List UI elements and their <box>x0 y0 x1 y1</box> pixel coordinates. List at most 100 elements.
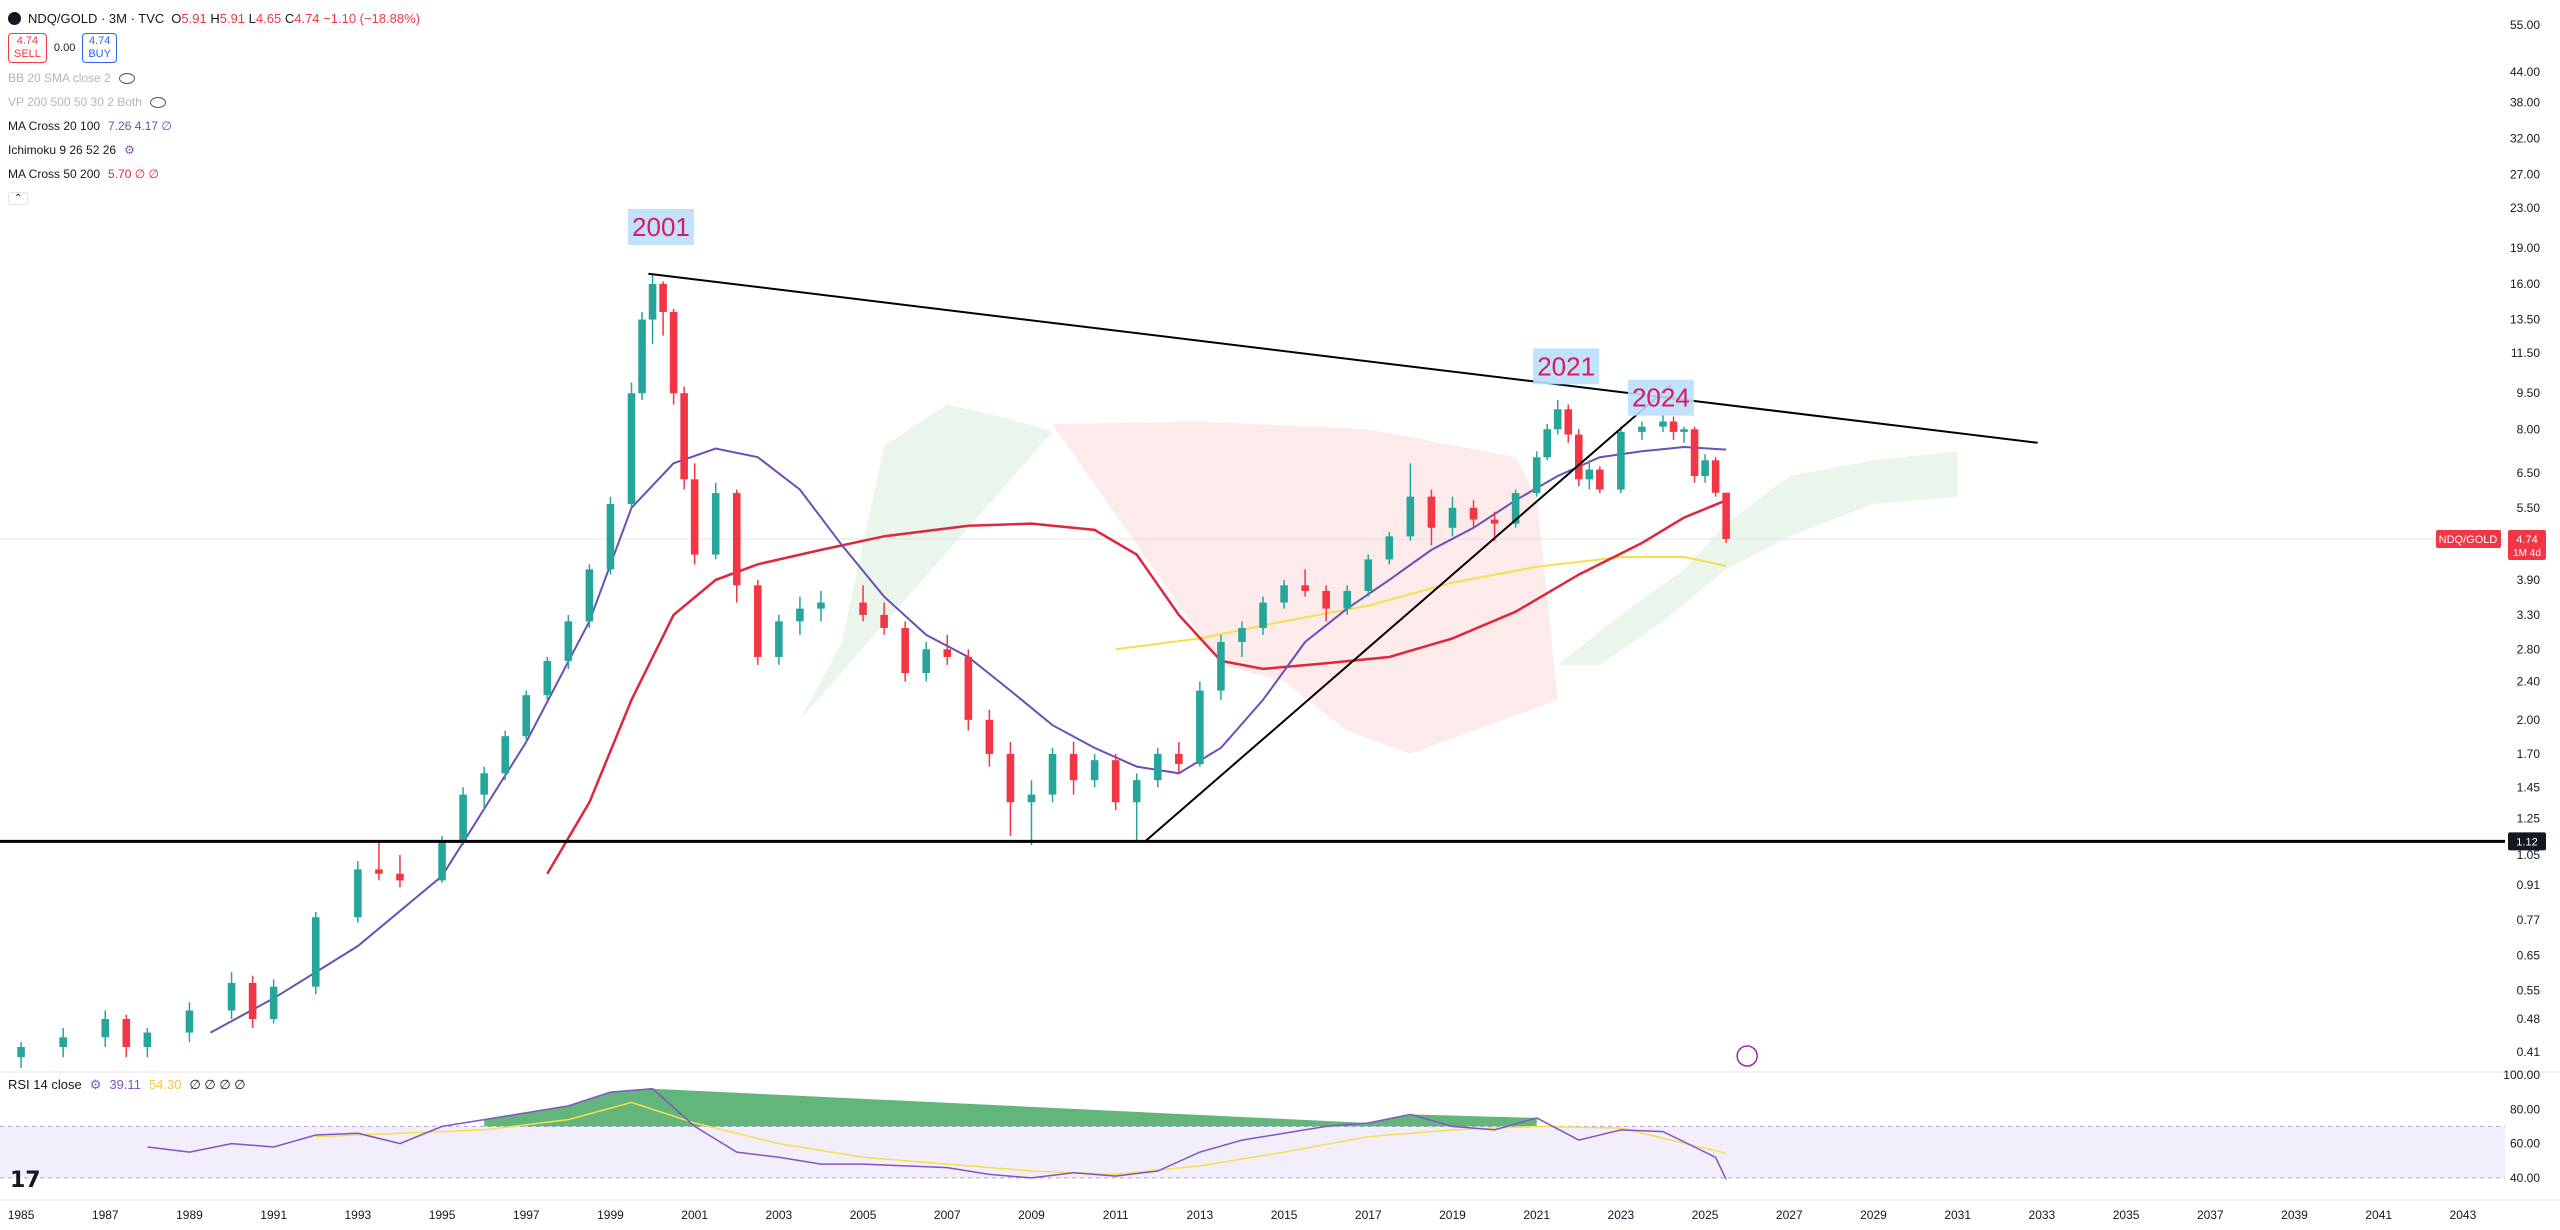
rsi-ma-value: 54.30 <box>148 1077 182 1092</box>
time-tick-label: 2023 <box>1608 1208 1635 1222</box>
candle-body <box>1711 460 1720 493</box>
tradingview-logo-icon[interactable]: 17 <box>10 1168 41 1193</box>
time-tick-label: 2013 <box>1187 1208 1214 1222</box>
candle-body <box>1469 507 1478 520</box>
indicator-values: 5.70 ∅ ∅ <box>108 167 159 181</box>
annotation-text: 2001 <box>632 212 690 242</box>
time-tick-label: 2031 <box>1944 1208 1971 1222</box>
trade-row: 4.74 SELL 0.00 4.74 BUY <box>8 30 420 66</box>
price-tick-label: 2.00 <box>2517 713 2541 727</box>
eye-hidden-icon[interactable] <box>149 96 166 108</box>
rsi-line <box>147 1087 1727 1180</box>
time-tick-label: 2033 <box>2029 1208 2056 1222</box>
candle-body <box>1585 469 1594 480</box>
time-tick-label: 2015 <box>1271 1208 1298 1222</box>
settings-icon[interactable]: ⚙ <box>89 1077 102 1092</box>
indicator-label: VP 200 500 50 30 2 Both <box>8 95 142 109</box>
candle-body <box>1574 434 1583 480</box>
candle-body <box>1322 590 1330 609</box>
candle-body <box>1490 519 1499 524</box>
time-tick-label: 2039 <box>2281 1208 2308 1222</box>
candle-body <box>817 602 825 609</box>
rsi-tick-label: 60.00 <box>2510 1137 2540 1151</box>
candle-body <box>1111 760 1120 803</box>
candle-body <box>1543 429 1551 458</box>
candle-body <box>796 608 804 622</box>
candle-body <box>564 621 573 661</box>
candle-body <box>732 493 741 586</box>
candle-body <box>59 1037 67 1048</box>
time-tick-label: 2009 <box>1018 1208 1045 1222</box>
symbol-row: NDQ/GOLD · 3M · TVC O5.91 H5.91 L4.65 C4… <box>8 6 420 30</box>
indicator-label: MA Cross 20 100 <box>8 119 101 133</box>
price-tick-label: 6.50 <box>2517 466 2541 480</box>
candle-body <box>1196 690 1204 765</box>
price-tick-label: 55.00 <box>2510 18 2540 32</box>
sell-button[interactable]: 4.74 SELL <box>8 33 47 63</box>
indicator-row[interactable]: MA Cross 20 100 7.26 4.17 ∅ <box>8 114 420 138</box>
candle-body <box>1701 460 1709 477</box>
annotation-bg <box>627 208 694 245</box>
ma-slow-line <box>546 499 1727 875</box>
rsi-band <box>0 1126 2505 1178</box>
candle-body <box>1617 431 1625 490</box>
candle-body <box>1553 409 1562 430</box>
price-tick-label: 1.70 <box>2517 747 2541 761</box>
candle-body <box>1132 780 1141 803</box>
collapse-legend-button[interactable]: ⌃ <box>8 186 420 210</box>
time-tick-label: 2025 <box>1692 1208 1719 1222</box>
eye-hidden-icon[interactable] <box>118 72 135 84</box>
time-tick-label: 1989 <box>176 1208 203 1222</box>
price-tick-label: 1.45 <box>2517 780 2541 794</box>
loading-icon: ⚙ <box>124 143 135 157</box>
price-tick-label: 13.50 <box>2510 313 2540 327</box>
price-tick-label: 0.48 <box>2517 1012 2541 1026</box>
candle-body <box>901 627 909 674</box>
alert-icon <box>1736 1045 1758 1067</box>
indicator-row[interactable]: MA Cross 50 200 5.70 ∅ ∅ <box>8 162 420 186</box>
ichimoku-cloud-future <box>1557 451 1958 665</box>
indicator-row[interactable]: Ichimoku 9 26 52 26 ⚙ <box>8 138 420 162</box>
indicator-label: MA Cross 50 200 <box>8 167 101 181</box>
support-tag-bg <box>2508 832 2546 851</box>
indicator-row[interactable]: VP 200 500 50 30 2 Both <box>8 90 420 114</box>
chart-legend: NDQ/GOLD · 3M · TVC O5.91 H5.91 L4.65 C4… <box>8 6 420 210</box>
trendline-resistance <box>648 272 2038 444</box>
candle-body <box>1564 409 1573 435</box>
price-tag-symbol: NDQ/GOLD <box>2439 534 2498 546</box>
candle-body <box>522 695 531 737</box>
annotation-bg <box>1627 379 1694 416</box>
candle-body <box>1238 627 1246 642</box>
buy-button[interactable]: 4.74 BUY <box>82 33 117 63</box>
chevron-up-icon: ⌃ <box>8 191 29 205</box>
symbol-title[interactable]: NDQ/GOLD · 3M · TVC <box>28 10 165 26</box>
time-axis: 1985 1987 1989 1991 1993 1995 1997 1999 2001 2003… <box>8 1208 2477 1222</box>
price-tick-label: 27.00 <box>2510 167 2540 181</box>
price-tick-label: 0.91 <box>2517 878 2541 892</box>
annotation-label: 2021 <box>1533 348 1600 385</box>
rsi-label[interactable]: RSI 14 close <box>8 1077 82 1092</box>
candle-body <box>543 660 552 696</box>
support-tag-value: 1.12 <box>2516 836 2537 848</box>
candle-body <box>1385 536 1394 560</box>
candle-body <box>375 869 383 874</box>
price-tag-countdown: 1M 4d <box>2513 548 2541 559</box>
rsi-value: 39.11 <box>109 1077 141 1092</box>
time-tick-label: 1985 <box>8 1208 35 1222</box>
price-tick-label: 5.50 <box>2517 501 2541 515</box>
price-tick-label: 11.50 <box>2511 346 2540 360</box>
candle-body <box>1364 559 1373 591</box>
candle-body <box>1343 590 1352 609</box>
ma-yellow-line <box>1115 556 1727 651</box>
price-tick-label: 2.40 <box>2517 675 2541 689</box>
annotation-text: 2024 <box>1632 383 1690 413</box>
candle-body <box>922 649 931 674</box>
candle-body <box>185 1010 194 1033</box>
candle-body <box>943 649 952 657</box>
rsi-tick-label: 100.00 <box>2503 1068 2540 1082</box>
candle-body <box>248 983 257 1020</box>
indicator-row[interactable]: BB 20 SMA close 2 <box>8 66 420 90</box>
time-tick-label: 1991 <box>260 1208 287 1222</box>
time-tick-label: 2021 <box>1523 1208 1550 1222</box>
